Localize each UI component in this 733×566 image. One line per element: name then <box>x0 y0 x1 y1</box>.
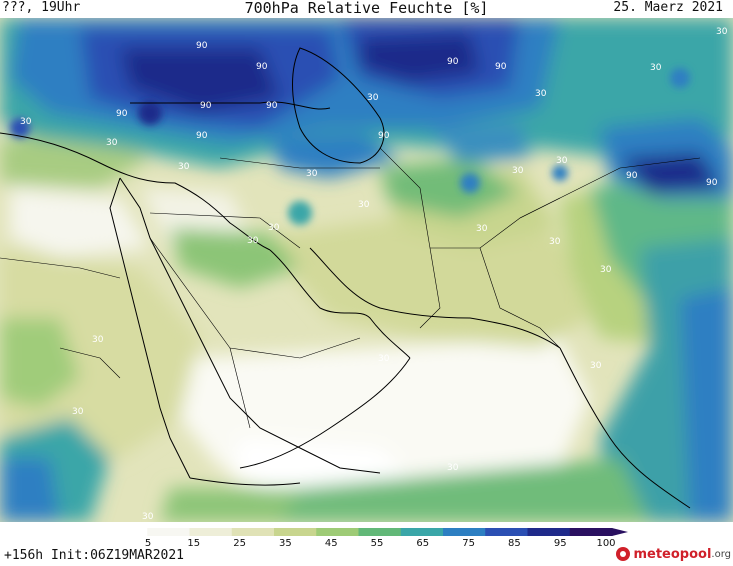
colorbar-swatch <box>527 528 571 536</box>
colorbar-swatch <box>231 528 275 536</box>
colorbar-ticks: 5 15 25 35 45 55 65 75 85 95 100 <box>145 538 616 548</box>
svg-text:30: 30 <box>367 93 379 103</box>
colorbar-tick-label: 35 <box>279 538 292 548</box>
svg-text:30: 30 <box>535 89 547 99</box>
colorbar-arrow <box>612 528 628 536</box>
svg-text:30: 30 <box>590 361 602 371</box>
svg-text:30: 30 <box>512 166 524 176</box>
svg-text:30: 30 <box>447 463 459 473</box>
logo-tld: .org <box>711 548 731 560</box>
init-time-label: +156h Init:06Z19MAR2021 <box>4 548 185 563</box>
svg-text:30: 30 <box>600 265 612 275</box>
logo-text: meteopool <box>633 546 712 562</box>
colorbar-tick-label: 25 <box>233 538 246 548</box>
colorbar-tick-label: 5 <box>145 538 151 548</box>
svg-text:30: 30 <box>549 237 561 247</box>
colorbar-swatches <box>105 528 613 536</box>
svg-text:90: 90 <box>256 62 268 72</box>
humidity-detail <box>10 68 690 225</box>
colorbar-tick-label: 65 <box>416 538 429 548</box>
colorbar-tick-label: 85 <box>508 538 521 548</box>
colorbar-swatch <box>358 528 402 536</box>
svg-text:90: 90 <box>266 101 278 111</box>
svg-text:90: 90 <box>378 131 390 141</box>
colorbar-tick-label: 55 <box>371 538 384 548</box>
meteopool-logo: meteopool .org <box>616 545 731 563</box>
svg-text:30: 30 <box>247 236 259 246</box>
svg-text:30: 30 <box>306 169 318 179</box>
svg-text:30: 30 <box>72 407 84 417</box>
svg-text:90: 90 <box>626 171 638 181</box>
contour-labels-30: 30 30 30 30 30 30 30 30 30 30 30 30 30 3… <box>20 27 728 522</box>
colorbar-swatch <box>105 528 148 536</box>
colorbar-tick-label: 75 <box>462 538 475 548</box>
svg-text:90: 90 <box>495 62 507 72</box>
svg-text:90: 90 <box>196 41 208 51</box>
colorbar-tick-label: 15 <box>187 538 200 548</box>
svg-text:30: 30 <box>378 354 390 364</box>
colorbar-swatch <box>274 528 317 536</box>
svg-text:30: 30 <box>178 162 190 172</box>
borders <box>0 147 701 429</box>
colorbar-swatch <box>189 528 233 536</box>
valid-time-label: ???, 19Uhr <box>2 0 81 15</box>
coastlines <box>0 47 691 509</box>
svg-text:30: 30 <box>716 27 728 37</box>
valid-date-label: 25. Maerz 2021 <box>613 0 723 15</box>
svg-text:30: 30 <box>106 138 118 148</box>
colorbar-swatch <box>316 528 359 536</box>
colorbar-swatch <box>147 528 190 536</box>
svg-text:30: 30 <box>142 512 154 522</box>
svg-text:90: 90 <box>200 101 212 111</box>
svg-text:90: 90 <box>447 57 459 67</box>
humidity-map: 90 90 90 90 90 90 90 90 90 90 90 30 30 3… <box>0 18 733 522</box>
svg-text:30: 30 <box>556 156 568 166</box>
logo-mark-icon <box>616 547 631 561</box>
svg-text:30: 30 <box>650 63 662 73</box>
colorbar-tick-label: 95 <box>554 538 567 548</box>
svg-text:30: 30 <box>268 223 280 233</box>
colorbar: 5 15 25 35 45 55 65 75 85 95 100 <box>105 528 628 548</box>
colorbar-tick-label: 100 <box>596 538 615 548</box>
colorbar-swatch <box>485 528 528 536</box>
map-title: 700hPa Relative Feuchte [%] <box>244 0 489 17</box>
colorbar-swatch <box>443 528 486 536</box>
svg-text:30: 30 <box>476 224 488 234</box>
colorbar-tick-label: 45 <box>325 538 338 548</box>
colorbar-swatch <box>400 528 444 536</box>
svg-text:30: 30 <box>92 335 104 345</box>
svg-text:30: 30 <box>358 200 370 210</box>
svg-text:90: 90 <box>706 178 718 188</box>
contour-labels-90: 90 90 90 90 90 90 90 90 90 90 90 <box>116 41 718 188</box>
svg-text:90: 90 <box>116 109 128 119</box>
svg-text:90: 90 <box>196 131 208 141</box>
colorbar-swatch <box>569 528 613 536</box>
svg-text:30: 30 <box>20 117 32 127</box>
